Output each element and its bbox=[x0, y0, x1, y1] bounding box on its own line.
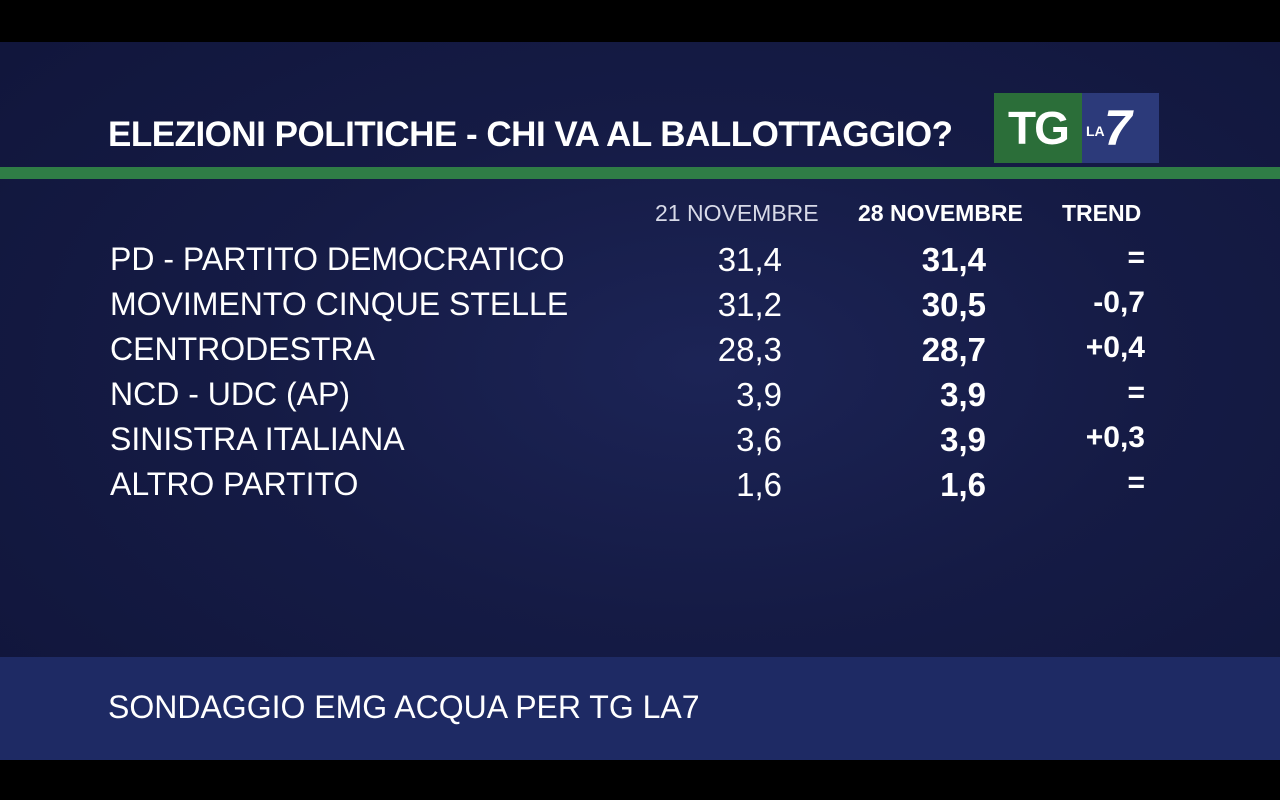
tg-la7-logo: TG LA 7 bbox=[994, 93, 1159, 163]
party-name: SINISTRA ITALIANA bbox=[110, 421, 405, 457]
column-header-28-novembre: 28 NOVEMBRE bbox=[858, 200, 1023, 226]
value-28-novembre: 28,7 bbox=[921, 331, 986, 368]
letterbox-bottom bbox=[0, 760, 1280, 800]
column-header-trend: TREND bbox=[1062, 200, 1142, 226]
logo-la: LA bbox=[1086, 123, 1105, 139]
value-28-novembre: 30,5 bbox=[921, 286, 986, 323]
value-trend: +0,3 bbox=[1085, 421, 1145, 454]
title-divider bbox=[0, 167, 1280, 179]
letterbox-top bbox=[0, 0, 1280, 42]
value-28-novembre: 31,4 bbox=[921, 241, 986, 278]
value-28-novembre: 3,9 bbox=[940, 421, 986, 458]
column-header-21-novembre: 21 NOVEMBRE bbox=[655, 200, 819, 226]
party-name: ALTRO PARTITO bbox=[110, 466, 359, 502]
footer-source: SONDAGGIO EMG ACQUA PER TG LA7 bbox=[108, 689, 700, 725]
value-trend: = bbox=[1127, 466, 1145, 499]
poll-screen: ELEZIONI POLITICHE - CHI VA AL BALLOTTAG… bbox=[0, 42, 1280, 760]
page-title: ELEZIONI POLITICHE - CHI VA AL BALLOTTAG… bbox=[108, 115, 953, 154]
party-name: NCD - UDC (AP) bbox=[110, 376, 350, 412]
table-row: NCD - UDC (AP) 3,9 3,9 = bbox=[0, 376, 1280, 421]
value-21-novembre: 1,6 bbox=[736, 466, 782, 503]
table-row: SINISTRA ITALIANA 3,6 3,9 +0,3 bbox=[0, 421, 1280, 466]
party-name: MOVIMENTO CINQUE STELLE bbox=[110, 286, 569, 322]
value-21-novembre: 3,9 bbox=[736, 376, 782, 413]
party-name: PD - PARTITO DEMOCRATICO bbox=[110, 241, 565, 277]
value-21-novembre: 3,6 bbox=[736, 421, 782, 458]
logo-seven: 7 bbox=[1104, 100, 1132, 156]
value-trend: = bbox=[1127, 241, 1145, 274]
value-21-novembre: 31,4 bbox=[717, 241, 782, 278]
value-21-novembre: 28,3 bbox=[717, 331, 782, 368]
value-28-novembre: 3,9 bbox=[940, 376, 986, 413]
logo-tg: TG bbox=[994, 93, 1082, 163]
footer-bar: SONDAGGIO EMG ACQUA PER TG LA7 bbox=[0, 657, 1280, 760]
party-name: CENTRODESTRA bbox=[110, 331, 375, 367]
value-trend: = bbox=[1127, 376, 1145, 409]
logo-la7: LA 7 bbox=[1082, 93, 1159, 163]
table-row: CENTRODESTRA 28,3 28,7 +0,4 bbox=[0, 331, 1280, 376]
table-row: ALTRO PARTITO 1,6 1,6 = bbox=[0, 466, 1280, 511]
value-trend: +0,4 bbox=[1085, 331, 1145, 364]
table-row: PD - PARTITO DEMOCRATICO 31,4 31,4 = bbox=[0, 241, 1280, 286]
value-21-novembre: 31,2 bbox=[717, 286, 782, 323]
value-28-novembre: 1,6 bbox=[940, 466, 986, 503]
value-trend: -0,7 bbox=[1093, 286, 1145, 319]
table-row: MOVIMENTO CINQUE STELLE 31,2 30,5 -0,7 bbox=[0, 286, 1280, 331]
